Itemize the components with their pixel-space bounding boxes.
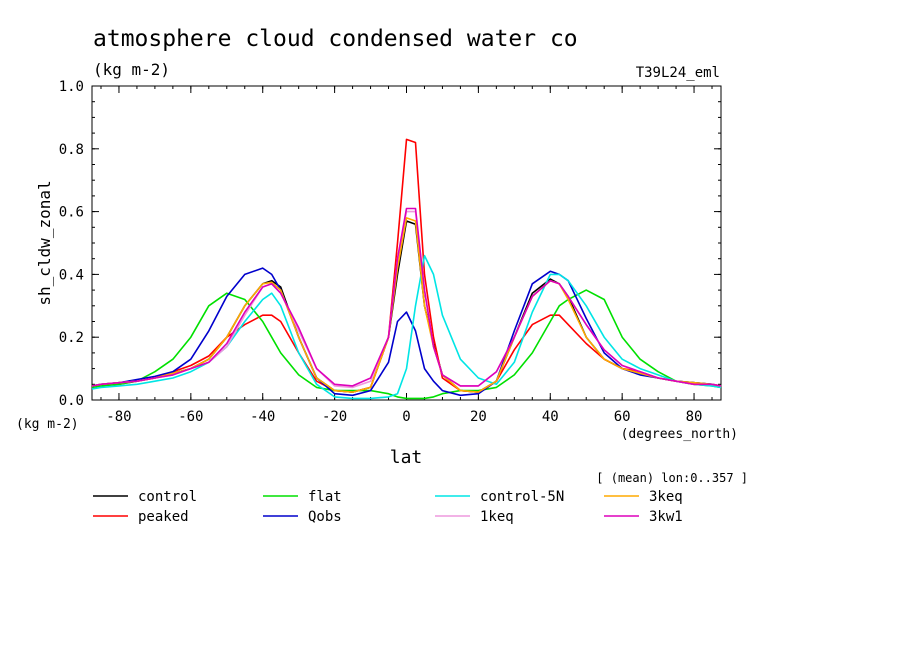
y-tick-label: 0.4 — [59, 267, 84, 283]
x-tick-label: 60 — [614, 409, 631, 425]
legend-item: Qobs — [263, 509, 342, 525]
y-tick-label: 0.0 — [59, 393, 84, 409]
y-axis-units: (kg m-2) — [16, 417, 79, 432]
legend-item: flat — [263, 489, 342, 505]
legend-label: flat — [308, 489, 342, 505]
experiment-label: T39L24_eml — [636, 65, 720, 81]
x-tick-label: -60 — [178, 409, 203, 425]
y-tick-label: 0.2 — [59, 330, 84, 346]
x-tick-label: 20 — [470, 409, 487, 425]
x-minor-ticks — [100, 86, 713, 400]
series-line-peaked — [91, 138, 722, 393]
x-tick-label: -20 — [322, 409, 347, 425]
chart-title: atmosphere cloud condensed water co — [93, 26, 578, 52]
series-line-control-5n — [91, 254, 722, 400]
x-tick-label: -40 — [250, 409, 275, 425]
x-tick-label: 0 — [402, 409, 410, 425]
series-line-3kw1 — [91, 207, 722, 387]
legend-label: peaked — [138, 509, 189, 525]
legend-item: 3keq — [604, 489, 683, 505]
legend-item: 1keq — [435, 509, 514, 525]
legend-label: 3keq — [649, 489, 683, 505]
series-line-flat — [91, 289, 722, 400]
y-tick-label: 1.0 — [59, 79, 84, 95]
legend-item: peaked — [93, 509, 189, 525]
mean-note: [ (mean) lon:0..357 ] — [596, 471, 748, 485]
legend-item: control — [93, 489, 197, 505]
x-axis-units: (degrees_north) — [621, 427, 738, 442]
legend-label: 3kw1 — [649, 509, 683, 525]
x-axis-label: lat — [390, 447, 423, 468]
legend-label: Qobs — [308, 509, 342, 525]
x-tick-label: 80 — [686, 409, 703, 425]
y-tick-label: 0.6 — [59, 205, 84, 221]
y-axis-label: sh_cldw_zonal — [35, 180, 54, 305]
legend-item: 3kw1 — [604, 509, 683, 525]
plot-area: -80 -60 -40 -20 0 20 40 60 80 0.0 0.2 0.4 0.6 0.8 1.0 — [59, 79, 722, 425]
y-axis-ticks: 0.0 0.2 0.4 0.6 0.8 1.0 — [59, 79, 721, 409]
legend-item: control-5N — [435, 489, 564, 505]
series-lines — [91, 138, 722, 400]
units-label: (kg m-2) — [93, 60, 170, 79]
series-line-qobs — [91, 267, 722, 397]
x-tick-label: -80 — [106, 409, 131, 425]
y-tick-label: 0.8 — [59, 142, 84, 158]
legend-label: 1keq — [480, 509, 514, 525]
legend-label: control-5N — [480, 489, 564, 505]
plot-frame — [91, 85, 722, 401]
legend-label: control — [138, 489, 197, 505]
x-tick-label: 40 — [542, 409, 559, 425]
series-line-3keq — [91, 217, 722, 393]
legend: control flat control-5N 3keq peaked Qobs 1keq 3… — [93, 489, 683, 525]
